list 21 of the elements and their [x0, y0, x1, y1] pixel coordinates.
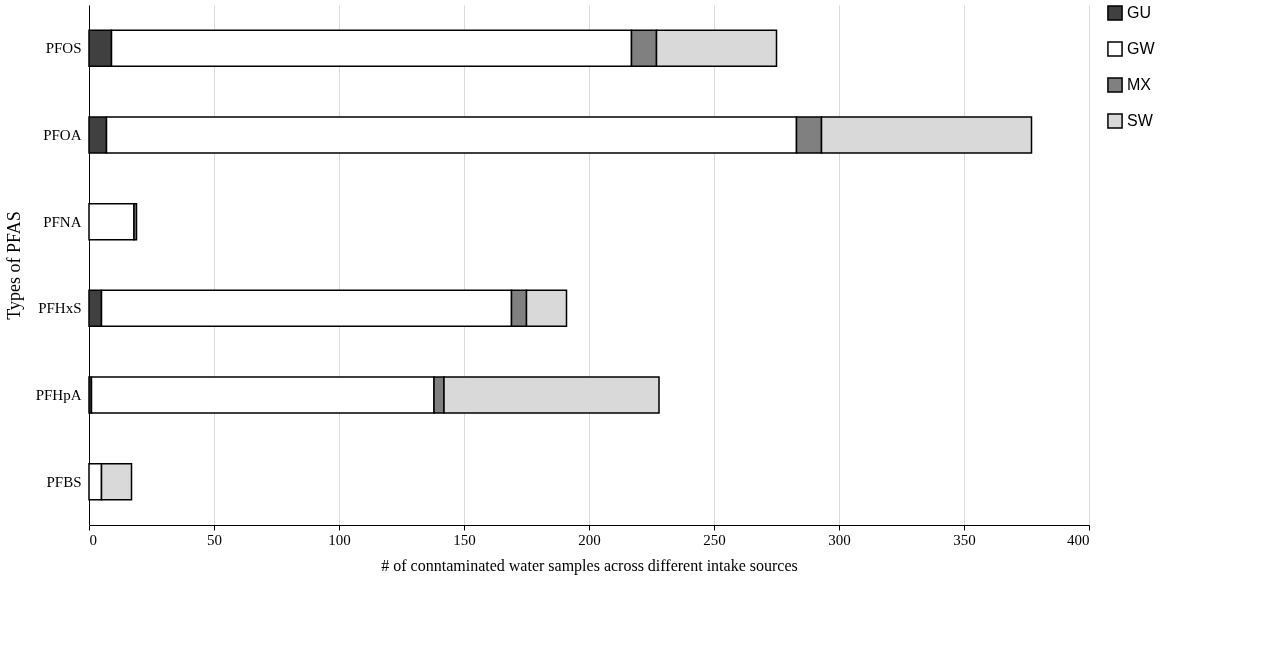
legend-label: MX — [1127, 76, 1152, 93]
x-tick-label: 0 — [89, 531, 97, 548]
y-tick-label: PFNA — [43, 213, 82, 230]
x-axis-title: # of conntaminated water samples across different intake sources — [381, 556, 798, 575]
x-tick-label: 350 — [953, 531, 976, 548]
x-tick-label: 100 — [328, 531, 351, 548]
y-axis-title: Types of PFAS — [3, 211, 24, 320]
y-tick-label: PFHxS — [38, 300, 82, 317]
x-tick-label: 250 — [703, 531, 726, 548]
legend-label: SW — [1127, 112, 1154, 129]
x-tick-label: 300 — [828, 531, 851, 548]
legend-label: GU — [1127, 4, 1151, 21]
x-tick-label: 150 — [453, 531, 476, 548]
x-tick-label: 50 — [207, 531, 222, 548]
legend-label: GW — [1127, 40, 1156, 57]
y-tick-label: PFOA — [43, 127, 82, 143]
y-tick-label: PFHpA — [35, 387, 82, 403]
x-tick-label: 400 — [1067, 531, 1090, 548]
y-tick-label: PFOS — [45, 40, 82, 57]
y-tick-label: PFBS — [46, 473, 82, 490]
x-tick-label: 200 — [578, 531, 601, 548]
